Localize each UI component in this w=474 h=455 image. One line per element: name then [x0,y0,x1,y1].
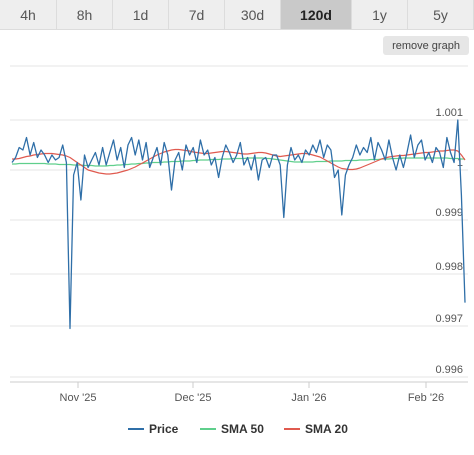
timeframe-tabs: 4h 8h 1d 7d 30d 120d 1y 5y [0,0,474,30]
remove-graph-button[interactable]: remove graph [383,36,469,55]
legend-swatch [128,428,144,430]
tab-4h[interactable]: 4h [0,0,57,30]
legend-swatch [200,428,216,430]
x-axis: Nov '25 Dec '25 Jan '26 Feb '26 [10,381,468,404]
x-tick-label: Nov '25 [60,392,97,404]
chart-grid [10,65,468,378]
tab-7d[interactable]: 7d [169,0,225,30]
tab-8h[interactable]: 8h [57,0,113,30]
tab-1y[interactable]: 1y [352,0,408,30]
y-tick-label: 0.997 [435,313,463,325]
tab-1d[interactable]: 1d [113,0,169,30]
series-line-sma-20 [12,148,466,175]
tab-120d[interactable]: 120d [281,0,352,30]
y-tick-label: 0.999 [435,207,463,219]
legend-item-sma-20[interactable]: SMA 20 [284,418,348,440]
legend-label: SMA 20 [305,422,348,436]
y-tick-label: 0.996 [435,364,463,376]
y-tick-label: 1.001 [435,107,463,119]
tab-30d[interactable]: 30d [225,0,281,30]
legend-label: Price [149,422,179,436]
x-tick-label: Jan '26 [291,392,326,404]
series-line-price [11,119,466,330]
y-tick-label: 0.998 [435,261,463,273]
chart-series [11,119,466,330]
legend-swatch [284,428,300,430]
legend-label: SMA 50 [221,422,264,436]
x-tick-label: Feb '26 [408,392,444,404]
legend-item-price[interactable]: Price [128,418,178,440]
x-tick-label: Dec '25 [175,392,212,404]
legend-item-sma-50[interactable]: SMA 50 [200,418,264,440]
chart-legend: Price SMA 50 SMA 20 [0,418,474,440]
tab-5y[interactable]: 5y [408,0,474,30]
